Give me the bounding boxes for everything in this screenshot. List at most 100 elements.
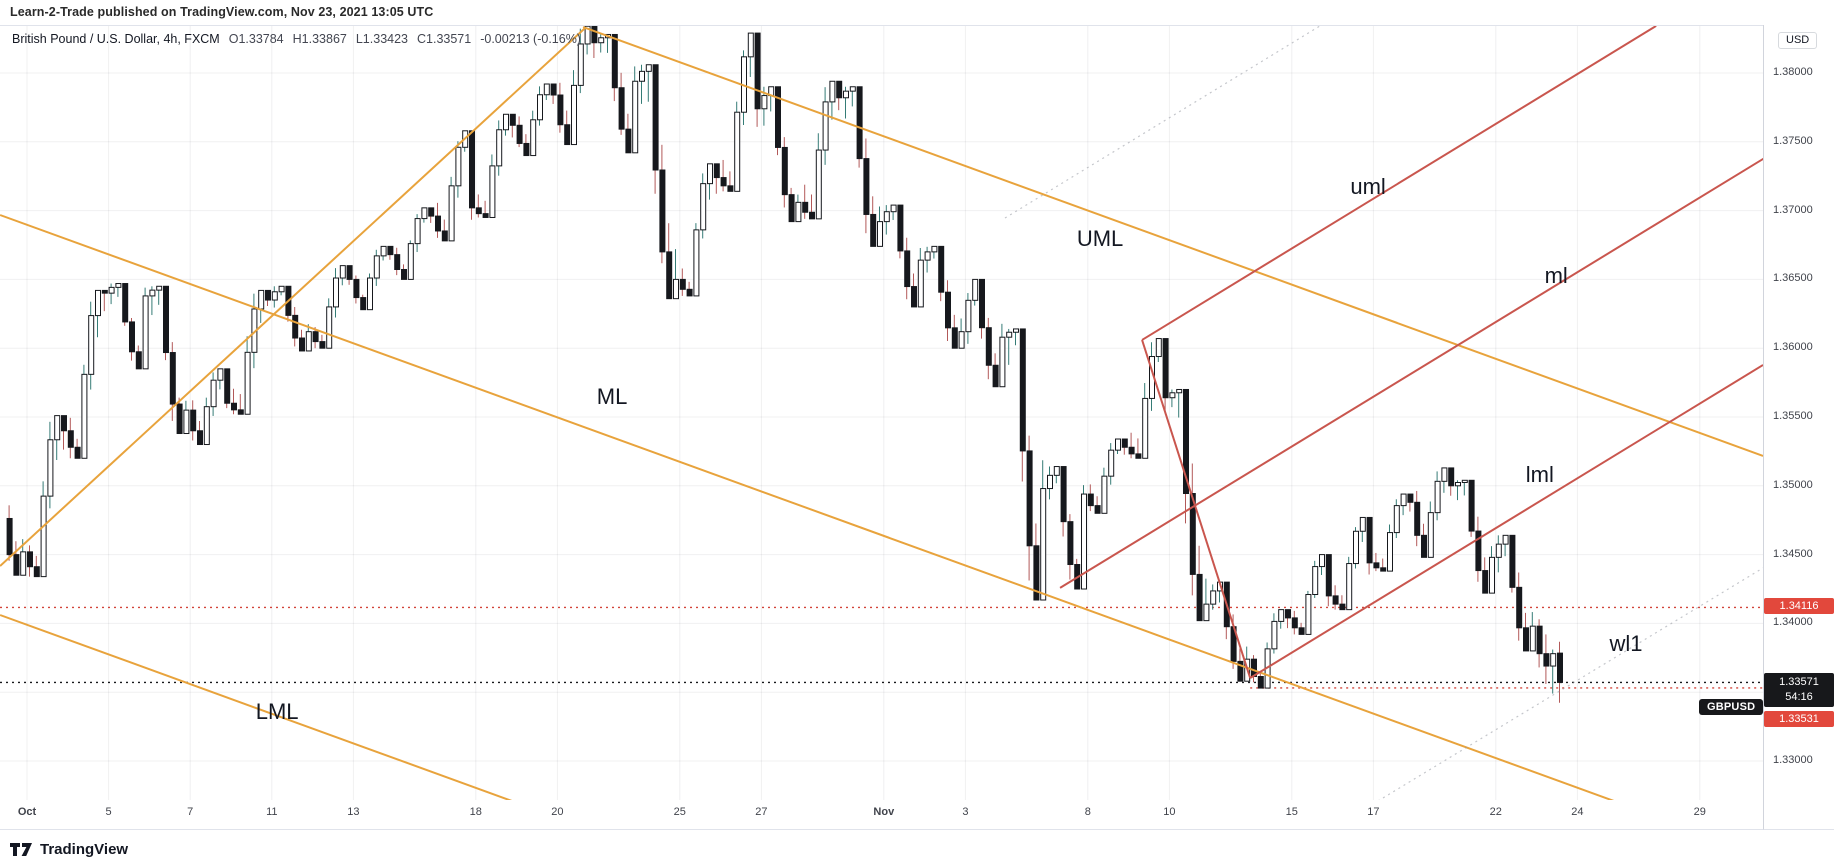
candle-body <box>707 163 713 185</box>
chart-plot-area[interactable]: UML ML LML uml ml lml wl1 British Pound / U.S.… <box>0 25 1769 802</box>
candle-body <box>700 183 707 231</box>
candle-body <box>509 113 516 126</box>
candle-body <box>1523 627 1529 652</box>
candle-body <box>1121 438 1128 448</box>
candle-body <box>210 379 217 408</box>
candle-body <box>1325 554 1332 597</box>
candle-body <box>1067 521 1074 566</box>
candle-body <box>1312 566 1319 596</box>
candle-body <box>258 289 265 310</box>
candle-body <box>795 201 802 223</box>
red-fork-lml[interactable] <box>1249 364 1764 679</box>
candle-body <box>1461 479 1468 483</box>
candle-body <box>1040 488 1047 601</box>
date-tick: 24 <box>1571 806 1584 818</box>
candle-body <box>877 221 883 247</box>
candle-body <box>95 289 101 317</box>
candle-body <box>754 32 761 110</box>
candlestick-chart-canvas[interactable]: UML ML LML uml ml lml wl1 <box>0 25 1769 802</box>
symbol-title[interactable]: British Pound / U.S. Dollar, 4h, FXCM <box>12 32 220 46</box>
fork-label-wl1[interactable]: wl1 <box>1608 631 1642 656</box>
candle-body <box>666 251 673 300</box>
date-tick: 3 <box>962 806 969 818</box>
candle-body <box>122 283 129 323</box>
price-axis[interactable]: USD 1.38000 1.37500 1.37000 1.36500 1.36000 1… <box>1763 25 1834 800</box>
fork-label-LML[interactable]: LML <box>256 699 299 724</box>
candle-body <box>1468 479 1475 532</box>
tradingview-logo-icon[interactable] <box>10 842 33 857</box>
candle-body <box>781 146 788 196</box>
candle-body <box>1332 595 1339 605</box>
candle-body <box>564 124 571 146</box>
red-fork-trigger[interactable] <box>1141 339 1252 679</box>
fork-label-UML[interactable]: UML <box>1077 226 1123 251</box>
candle-body <box>129 321 135 353</box>
candle-body <box>81 373 88 459</box>
date-tick: Oct <box>17 806 37 818</box>
last-price-value: 1.33571 <box>1779 676 1819 689</box>
currency-toggle-button[interactable]: USD <box>1778 32 1818 49</box>
candle-body <box>414 218 421 245</box>
orange-fork-ML[interactable] <box>0 214 1615 802</box>
candle-body <box>870 213 877 247</box>
date-tick: 13 <box>347 806 360 818</box>
candle-body <box>1346 563 1353 611</box>
candle-body <box>523 142 530 157</box>
candle-body <box>659 169 666 253</box>
fork-label-uml[interactable]: uml <box>1350 174 1385 199</box>
date-tick: 25 <box>673 806 686 818</box>
candle-body <box>1516 586 1523 629</box>
candle-body <box>829 80 836 103</box>
candle-body <box>319 341 326 349</box>
red-fork-uml[interactable] <box>1141 25 1657 341</box>
candle-body <box>1162 338 1169 399</box>
candle-body <box>1033 545 1040 601</box>
candle-body <box>67 430 74 448</box>
candle-body <box>40 495 47 578</box>
ohlc-change: -0.00213 (-0.16%) <box>480 32 581 46</box>
orange-fork-UML[interactable] <box>582 26 1764 457</box>
candle-body <box>380 245 387 257</box>
candle-body <box>1291 617 1298 629</box>
candle-body <box>1482 570 1489 594</box>
fork-label-ml[interactable]: ml <box>1545 263 1568 288</box>
candle-body <box>598 37 605 44</box>
chart-legend[interactable]: British Pound / U.S. Dollar, 4h, FXCM O1… <box>12 32 581 46</box>
candle-body <box>217 368 224 381</box>
warning-lines-wl1[interactable] <box>1377 567 1764 802</box>
candle-body <box>1278 609 1285 622</box>
candle-body <box>1013 328 1019 333</box>
time-axis[interactable]: Oct 5 7 11 13 18 20 25 27 Nov 3 8 10 15 17 22 24 29 <box>0 800 1763 830</box>
date-tick: 11 <box>266 806 278 818</box>
candle-body <box>904 250 911 288</box>
candle-body <box>809 211 815 220</box>
fork-label-lml[interactable]: lml <box>1526 462 1554 487</box>
candle-body <box>713 163 720 179</box>
price-tick: 1.37500 <box>1773 134 1813 147</box>
candle-body <box>448 185 455 242</box>
orange-fork-LML[interactable] <box>0 614 513 802</box>
candle-body <box>224 368 231 404</box>
ohlc-open: O1.33784 <box>228 32 284 46</box>
candle-body <box>1441 467 1448 482</box>
price-tick: 1.35000 <box>1773 478 1813 491</box>
candle-body <box>632 80 639 154</box>
candle-body <box>231 402 237 411</box>
candle-body <box>1176 388 1183 394</box>
candle-body <box>673 278 679 300</box>
date-tick: 10 <box>1163 806 1176 818</box>
candle-body <box>931 245 938 253</box>
tradingview-logo-text[interactable]: TradingView <box>40 841 129 858</box>
candle-body <box>156 285 163 291</box>
candle-body <box>27 551 33 568</box>
alert-price-label-lower: 1.33531 <box>1764 711 1834 728</box>
orange-fork-trigger[interactable] <box>0 27 586 567</box>
candle-body <box>203 406 210 446</box>
candle-body <box>435 215 441 232</box>
warning-lines-wl-upper[interactable] <box>1004 25 1321 219</box>
candle-body <box>836 80 843 99</box>
red-fork-ml[interactable] <box>1059 155 1769 589</box>
fork-label-ML[interactable]: ML <box>597 384 628 409</box>
candle-body <box>101 289 108 294</box>
footer: TradingView <box>10 841 128 858</box>
